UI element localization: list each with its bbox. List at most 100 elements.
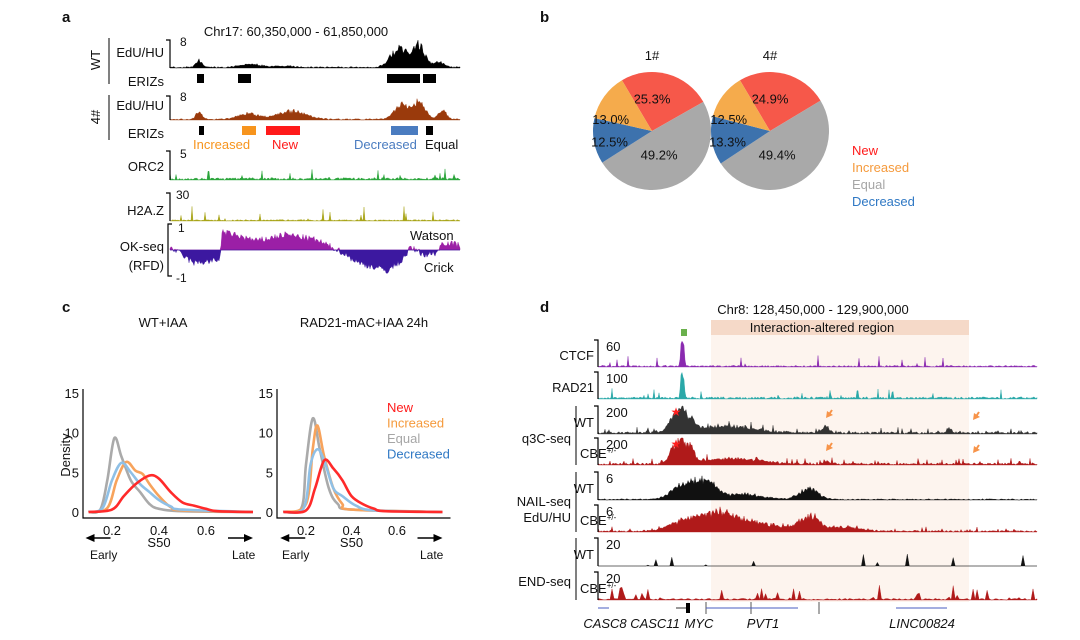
wt-eduhu-track xyxy=(169,40,461,69)
pie-slice-label: 13.3% xyxy=(709,135,746,150)
track-scale: -1 xyxy=(176,271,187,285)
track-label-superscript: +/- xyxy=(607,513,617,522)
early-label: Early xyxy=(90,548,117,562)
gene-label: CASC11 xyxy=(630,616,680,631)
x-tick-label: 0.4 xyxy=(342,523,360,538)
orange-arrowhead xyxy=(973,413,980,420)
pie-slice-decreased xyxy=(711,116,770,164)
legend-decreased: Decreased xyxy=(852,194,915,209)
x-axis-label: S50 xyxy=(340,535,363,550)
late-arrowhead xyxy=(244,534,253,542)
ko-eduhu-track xyxy=(169,98,461,121)
density-legend-decreased: Decreased xyxy=(387,447,450,462)
pie-slice-equal xyxy=(720,100,829,190)
track-scale: 60 xyxy=(606,339,620,354)
rad21-track xyxy=(597,371,1038,400)
nail-wt-track xyxy=(597,475,1038,501)
track-label: EdU/HU xyxy=(116,98,164,113)
legend-increased: Increased xyxy=(852,160,909,175)
early-arrowhead xyxy=(280,534,290,542)
pie-legend: New Increased Equal Decreased xyxy=(852,143,915,209)
track-scale: 8 xyxy=(180,35,187,49)
density-legend-increased: Increased xyxy=(387,416,444,431)
track-label: (RFD) xyxy=(129,258,164,273)
pie-title-4: 4# xyxy=(763,48,778,63)
chart-axes xyxy=(276,389,451,519)
track-label: CBE+/- xyxy=(580,513,617,528)
eriz-block-increased xyxy=(242,126,256,135)
eriz-class-equal: Equal xyxy=(425,137,458,152)
legend-new: New xyxy=(852,143,879,158)
y-axis-label: Density xyxy=(58,433,73,477)
track-scale: 8 xyxy=(180,90,187,104)
density-chart-title: RAD21-mAC+IAA 24h xyxy=(300,315,428,330)
gene-myc xyxy=(686,603,690,613)
eriz-block-new xyxy=(266,126,300,135)
panel-a-title: Chr17: 60,350,000 - 61,850,000 xyxy=(204,24,388,39)
nail-cbe-track xyxy=(597,506,1038,533)
track-label-superscript: +/- xyxy=(607,581,617,590)
track-scale: 20 xyxy=(606,537,620,552)
group-label-wt: WT xyxy=(88,50,103,70)
ctcf-track xyxy=(597,340,1038,368)
eriz-block-decreased xyxy=(391,126,418,135)
pie-slice-label: 12.5% xyxy=(591,135,628,150)
crick-label: Crick xyxy=(424,260,454,275)
late-arrowhead xyxy=(433,534,443,542)
y-tick-label: 5 xyxy=(72,465,79,480)
watson-label: Watson xyxy=(410,228,454,243)
y-tick-label: 0 xyxy=(266,505,273,520)
end-cbe-track xyxy=(597,585,1038,601)
orange-arrowhead xyxy=(826,444,833,451)
density-charts: WT+IAA 0 5 10 15 0.2 0.4 0.6 S50 Density RAD21-mAC… xyxy=(58,315,451,550)
track-scale-bracket xyxy=(594,571,599,600)
panel-a-tracks xyxy=(166,39,461,277)
ctcf-site-marker xyxy=(681,329,687,336)
track-scale: 100 xyxy=(606,371,628,386)
panel-label-d: d xyxy=(540,299,549,316)
track-scale-bracket xyxy=(594,537,599,566)
track-label: WT xyxy=(574,481,594,496)
track-label: EdU/HU xyxy=(116,45,164,60)
panel-a: a Chr17: 60,350,000 - 61,850,000 WT 4# E… xyxy=(62,9,461,285)
track-scale-bracket xyxy=(166,150,171,180)
orange-arrowhead xyxy=(973,446,980,453)
track-scale: 200 xyxy=(606,405,628,420)
h2az-track xyxy=(169,206,461,222)
track-scale-bracket xyxy=(594,339,599,367)
eriz-class-increased: Increased xyxy=(193,137,250,152)
density-line-new xyxy=(283,458,443,514)
track-label: ERIZs xyxy=(128,74,165,89)
track-scale: 1 xyxy=(178,221,185,235)
track-label: RAD21 xyxy=(552,380,594,395)
pie-slice-increased xyxy=(712,80,770,131)
panel-d-title: Chr8: 128,450,000 - 129,900,000 xyxy=(717,302,909,317)
pie-slice-label: 49.2% xyxy=(641,148,678,163)
panel-label-c: c xyxy=(62,299,70,316)
panel-c: c WT+IAA 0 5 10 15 0.2 0.4 0.6 S50 Density RAD21-m… xyxy=(58,299,451,562)
track-scale-bracket xyxy=(594,405,599,434)
eriz-block xyxy=(238,74,251,83)
group-label-4: 4# xyxy=(88,109,103,124)
late-label: Late xyxy=(232,548,256,562)
pie-charts: 25.3% 49.2% 12.5% 13.0% 24.9% 49.4% 13.3% 12.5% xyxy=(591,72,829,191)
track-scale: 20 xyxy=(606,571,620,586)
q3c-cbe-track xyxy=(597,437,1038,466)
end-wt-track xyxy=(598,553,1037,567)
eriz-class-decreased: Decreased xyxy=(354,137,417,152)
track-scale-bracket xyxy=(166,39,171,68)
density-chart-title: WT+IAA xyxy=(139,315,188,330)
eriz-block xyxy=(197,74,204,83)
gene-label: CASC8 xyxy=(583,616,627,631)
y-tick-label: 10 xyxy=(65,426,79,441)
density-line-equal xyxy=(88,436,254,514)
density-line-decreased xyxy=(88,461,254,514)
track-label-superscript: +/- xyxy=(607,446,617,455)
track-label: CTCF xyxy=(559,348,594,363)
track-scale: 200 xyxy=(606,437,628,452)
x-tick-label: 0.2 xyxy=(103,523,121,538)
gene-annotation xyxy=(598,602,947,614)
pie-slice-label: 12.5% xyxy=(710,112,747,127)
pie-slice-label: 25.3% xyxy=(634,92,671,107)
